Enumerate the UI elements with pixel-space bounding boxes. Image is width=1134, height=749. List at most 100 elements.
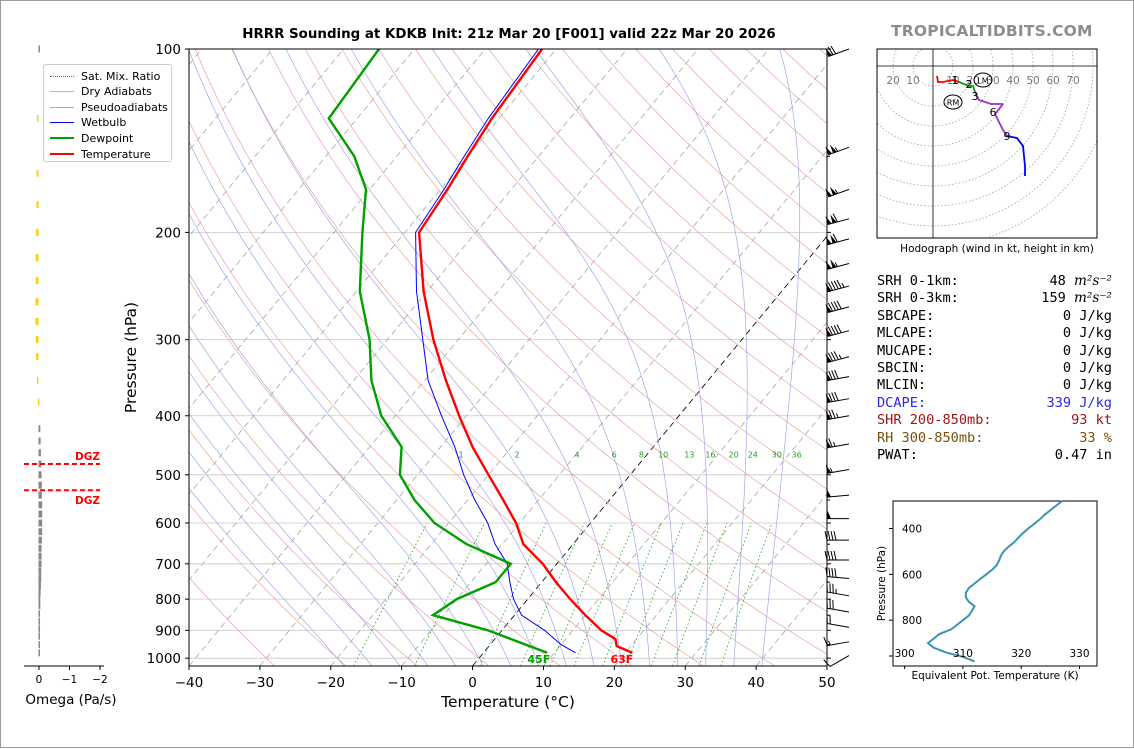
barb-flag bbox=[829, 568, 830, 577]
hodograph-height-label: 3 bbox=[972, 90, 979, 103]
parameter-row: SRH 0-1km:48 m²s⁻² bbox=[877, 273, 1112, 290]
omega-bar bbox=[39, 545, 42, 552]
omega-bar bbox=[36, 254, 39, 261]
parameter-row: DCAPE: 339 J/kg bbox=[877, 395, 1112, 412]
barb-flag bbox=[828, 531, 830, 540]
parameter-row: MLCIN:0 J/kg bbox=[877, 377, 1112, 394]
mixing-ratio-label: 13 bbox=[684, 450, 694, 459]
theta-e-x-tick-label: 310 bbox=[953, 648, 973, 660]
wind-barb bbox=[826, 488, 849, 497]
omega-bar bbox=[39, 618, 41, 625]
y-tick-label: 200 bbox=[155, 225, 181, 241]
barb-flag bbox=[835, 370, 839, 379]
mixing-ratio-label: 10 bbox=[658, 450, 668, 459]
parameter-value: 0 J/kg bbox=[1063, 343, 1112, 360]
mixing-ratio-line bbox=[574, 523, 635, 666]
wind-barb bbox=[827, 583, 849, 596]
parameter-row: SHR 200-850mb:93 kt bbox=[877, 412, 1112, 429]
barb-flag bbox=[828, 551, 830, 560]
mixing-ratio-line bbox=[721, 523, 772, 666]
wind-barb bbox=[825, 187, 849, 197]
legend-label: Pseudoadiabats bbox=[81, 101, 168, 114]
parameter-value: 339 J/kg bbox=[1047, 395, 1112, 412]
mixing-ratio-label: 16 bbox=[705, 450, 715, 459]
y-tick-label: 900 bbox=[155, 623, 181, 639]
wind-barb bbox=[825, 301, 849, 313]
dgz-label: DGZ bbox=[75, 451, 100, 463]
x-axis-title: Temperature (°C) bbox=[440, 693, 575, 711]
omega-bar bbox=[39, 610, 41, 617]
barb-shaft bbox=[827, 469, 849, 473]
wind-barb bbox=[825, 551, 849, 560]
wind-barb bbox=[825, 531, 849, 540]
barb-shaft bbox=[827, 592, 849, 596]
wind-barbs bbox=[824, 46, 849, 667]
barb-pennant bbox=[827, 510, 831, 519]
mixing-ratio-label: 6 bbox=[612, 450, 617, 459]
parameter-value: 33 % bbox=[1079, 430, 1112, 447]
legend-swatch bbox=[50, 91, 74, 92]
omega-bar bbox=[36, 201, 38, 208]
mixing-ratio-line bbox=[550, 523, 612, 666]
wind-barb bbox=[825, 214, 849, 225]
mixing-ratio-label: 30 bbox=[772, 450, 782, 459]
parameter-label: RH 300-850mb: bbox=[877, 430, 983, 447]
omega-bar bbox=[35, 298, 38, 305]
parameter-row: MUCAPE: 0 J/kg bbox=[877, 343, 1112, 360]
dgz-label: DGZ bbox=[75, 495, 100, 507]
surface-dewpoint-label: 45F bbox=[527, 653, 550, 666]
barb-shaft bbox=[827, 642, 849, 646]
omega-bar bbox=[39, 602, 41, 609]
parameter-row: RH 300-850mb: 33 % bbox=[877, 430, 1112, 447]
dry-adiabat bbox=[158, 49, 703, 666]
y-tick-label: 300 bbox=[155, 333, 181, 349]
theta-e-x-axis-title: Equivalent Pot. Temperature (K) bbox=[911, 670, 1078, 682]
omega-bar bbox=[36, 229, 38, 236]
parameter-label: DCAPE: bbox=[877, 395, 926, 412]
wind-barb bbox=[826, 464, 849, 473]
omega-bar bbox=[37, 115, 39, 122]
wind-barb bbox=[825, 145, 849, 155]
barb-pennant bbox=[825, 236, 831, 245]
barb-half-flag bbox=[830, 468, 832, 472]
wind-barb bbox=[825, 46, 849, 57]
legend-label: Dry Adiabats bbox=[81, 85, 152, 98]
wind-barb bbox=[826, 410, 849, 420]
legend-swatch bbox=[50, 76, 74, 77]
y-tick-label: 400 bbox=[155, 409, 181, 425]
omega-bar bbox=[39, 575, 42, 582]
parameter-row: SBCAPE:0 J/kg bbox=[877, 308, 1112, 325]
hodograph-trace bbox=[975, 92, 1003, 104]
omega-bar bbox=[38, 399, 40, 406]
legend-label: Sat. Mix. Ratio bbox=[81, 70, 160, 83]
legend-swatch bbox=[50, 153, 74, 155]
legend-item: Dry Adiabats bbox=[50, 85, 152, 99]
omega-bar bbox=[36, 353, 38, 360]
pseudoadiabat bbox=[433, 49, 678, 666]
theta-e-y-tick-label: 400 bbox=[902, 524, 922, 536]
wind-barb bbox=[827, 614, 849, 627]
mixing-ratio-label: 36 bbox=[791, 450, 801, 459]
x-tick-label: −10 bbox=[387, 675, 416, 691]
parameter-row: SRH 0-3km:159 m²s⁻² bbox=[877, 290, 1112, 307]
y-tick-label: 1000 bbox=[147, 651, 181, 667]
parameter-value: 0 J/kg bbox=[1063, 308, 1112, 325]
x-tick-label: 30 bbox=[677, 675, 694, 691]
pseudoadiabat bbox=[233, 49, 594, 666]
omega-bar bbox=[39, 537, 42, 544]
y-tick-label: 500 bbox=[155, 468, 181, 484]
omega-bar bbox=[39, 437, 41, 444]
barb-half-flag bbox=[842, 283, 844, 287]
chart-title: HRRR Sounding at KDKB Init: 21z Mar 20 [… bbox=[189, 27, 829, 42]
dry-adiabat bbox=[269, 49, 918, 666]
wind-barb bbox=[826, 567, 849, 578]
mixing-ratio-label: 1 bbox=[459, 450, 464, 459]
wind-barb bbox=[827, 599, 849, 612]
y-tick-label: 100 bbox=[155, 42, 181, 58]
barb-flag bbox=[832, 410, 836, 419]
parameter-row: PWAT:0.47 in bbox=[877, 447, 1112, 464]
mixing-ratio-line bbox=[626, 523, 683, 666]
parameter-label: MUCAPE: bbox=[877, 343, 934, 360]
